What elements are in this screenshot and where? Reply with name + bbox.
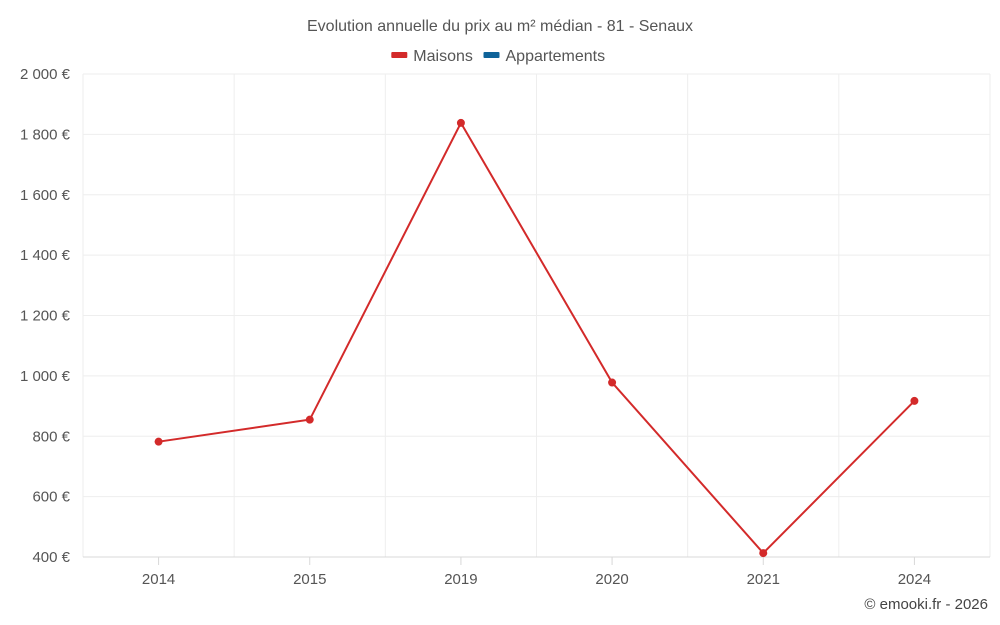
data-point[interactable] bbox=[608, 378, 617, 387]
legend-item-maisons[interactable]: Maisons bbox=[391, 48, 473, 65]
y-tick-label: 600 € bbox=[32, 489, 70, 506]
series-line bbox=[158, 120, 916, 555]
x-tick-label: 2014 bbox=[142, 571, 175, 588]
data-point[interactable] bbox=[910, 396, 919, 405]
data-point[interactable] bbox=[154, 437, 163, 446]
y-tick-label: 1 800 € bbox=[20, 126, 71, 143]
y-tick-label: 400 € bbox=[32, 549, 70, 566]
y-tick-label: 1 600 € bbox=[20, 187, 71, 204]
x-tick-label: 2021 bbox=[747, 571, 780, 588]
y-tick-label: 1 200 € bbox=[20, 308, 71, 325]
legend-item-appartements[interactable]: Appartements bbox=[483, 48, 606, 65]
x-tick-label: 2020 bbox=[595, 571, 628, 588]
y-tick-label: 1 400 € bbox=[20, 247, 71, 264]
x-tick-label: 2015 bbox=[293, 571, 326, 588]
legend-label: Appartements bbox=[506, 48, 606, 65]
x-axis-tick-labels: 2014 2015 2019 2020 2021 2024 bbox=[142, 557, 931, 588]
x-tick-label: 2019 bbox=[444, 571, 477, 588]
legend-label: Maisons bbox=[413, 48, 473, 65]
y-axis-tick-labels: 400 € 600 € 800 € 1 000 € 1 200 € 1 400 € 1 60… bbox=[20, 66, 71, 566]
legend: Maisons Appartements bbox=[391, 48, 605, 65]
y-tick-label: 2 000 € bbox=[20, 66, 71, 83]
legend-swatch bbox=[483, 52, 500, 58]
x-tick-label: 2024 bbox=[898, 571, 931, 588]
data-point[interactable] bbox=[456, 118, 465, 127]
credit-text: © emooki.fr - 2026 bbox=[864, 596, 988, 613]
data-point[interactable] bbox=[759, 549, 768, 558]
series-maisons bbox=[154, 118, 919, 558]
data-point[interactable] bbox=[305, 415, 314, 424]
y-tick-label: 1 000 € bbox=[20, 368, 71, 385]
legend-swatch bbox=[391, 52, 408, 58]
y-tick-label: 800 € bbox=[32, 428, 70, 445]
chart-title: Evolution annuelle du prix au m² médian … bbox=[307, 18, 693, 35]
series-layer bbox=[154, 118, 919, 558]
